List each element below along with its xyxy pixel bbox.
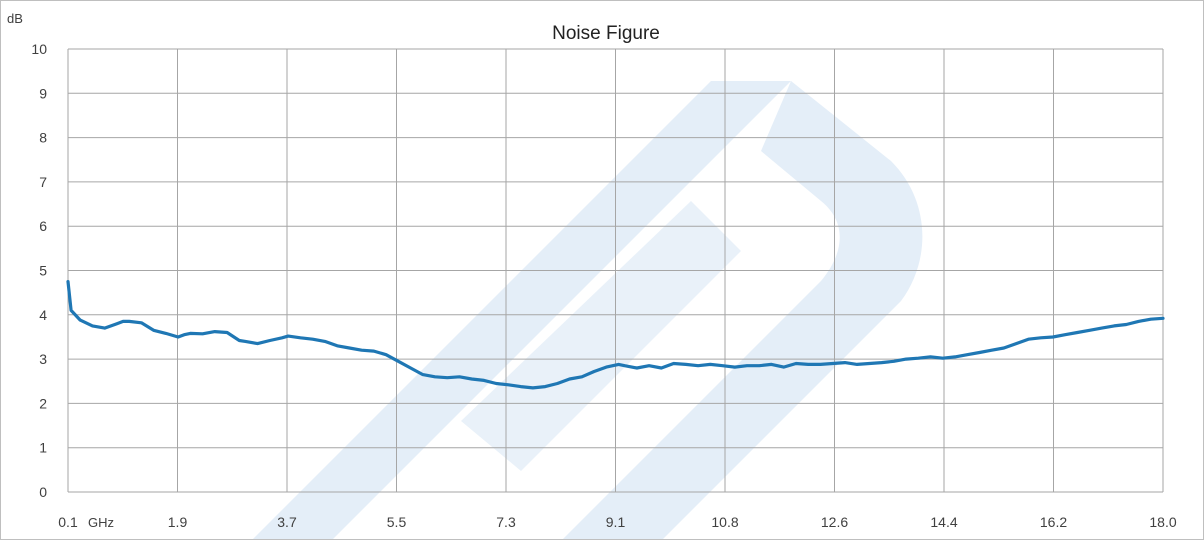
x-tick-label: 1.9 <box>168 514 188 530</box>
x-tick-label: 9.1 <box>606 514 626 530</box>
y-tick-label: 9 <box>39 85 47 101</box>
watermark-stroke-left <box>253 81 791 539</box>
y-tick-label: 2 <box>39 395 47 411</box>
y-tick-labels: 0 1 2 3 4 5 6 7 8 9 10 <box>31 41 47 500</box>
y-tick-label: 4 <box>39 307 47 323</box>
y-tick-label: 0 <box>39 484 47 500</box>
watermark-logo <box>253 81 923 539</box>
y-unit-label: dB <box>7 11 23 26</box>
chart-title: Noise Figure <box>552 23 660 44</box>
y-tick-label: 1 <box>39 440 47 456</box>
x-tick-label: 16.2 <box>1040 514 1067 530</box>
y-tick-label: 5 <box>39 263 47 279</box>
y-tick-label: 8 <box>39 130 47 146</box>
x-tick-label: 7.3 <box>496 514 516 530</box>
watermark-stroke-right <box>563 81 923 539</box>
series-line-0 <box>66 280 1165 390</box>
y-tick-label: 10 <box>31 41 47 57</box>
x-tick-label: 14.4 <box>930 514 957 530</box>
series-layer <box>66 280 1165 390</box>
x-tick-label: 10.8 <box>711 514 738 530</box>
y-tick-label: 7 <box>39 174 47 190</box>
x-tick-labels: 0.1 1.9 3.7 5.5 7.3 9.1 10.8 12.6 14.4 16.2 18.0 <box>58 514 1177 530</box>
y-tick-label: 6 <box>39 218 47 234</box>
x-tick-label: 18.0 <box>1149 514 1176 530</box>
y-tick-label: 3 <box>39 351 47 367</box>
x-tick-label: 0.1 <box>58 514 78 530</box>
x-tick-label: 5.5 <box>387 514 407 530</box>
x-unit-label: GHz <box>88 515 114 530</box>
x-tick-label: 3.7 <box>277 514 297 530</box>
x-tick-label: 12.6 <box>821 514 848 530</box>
grid <box>67 48 1164 493</box>
